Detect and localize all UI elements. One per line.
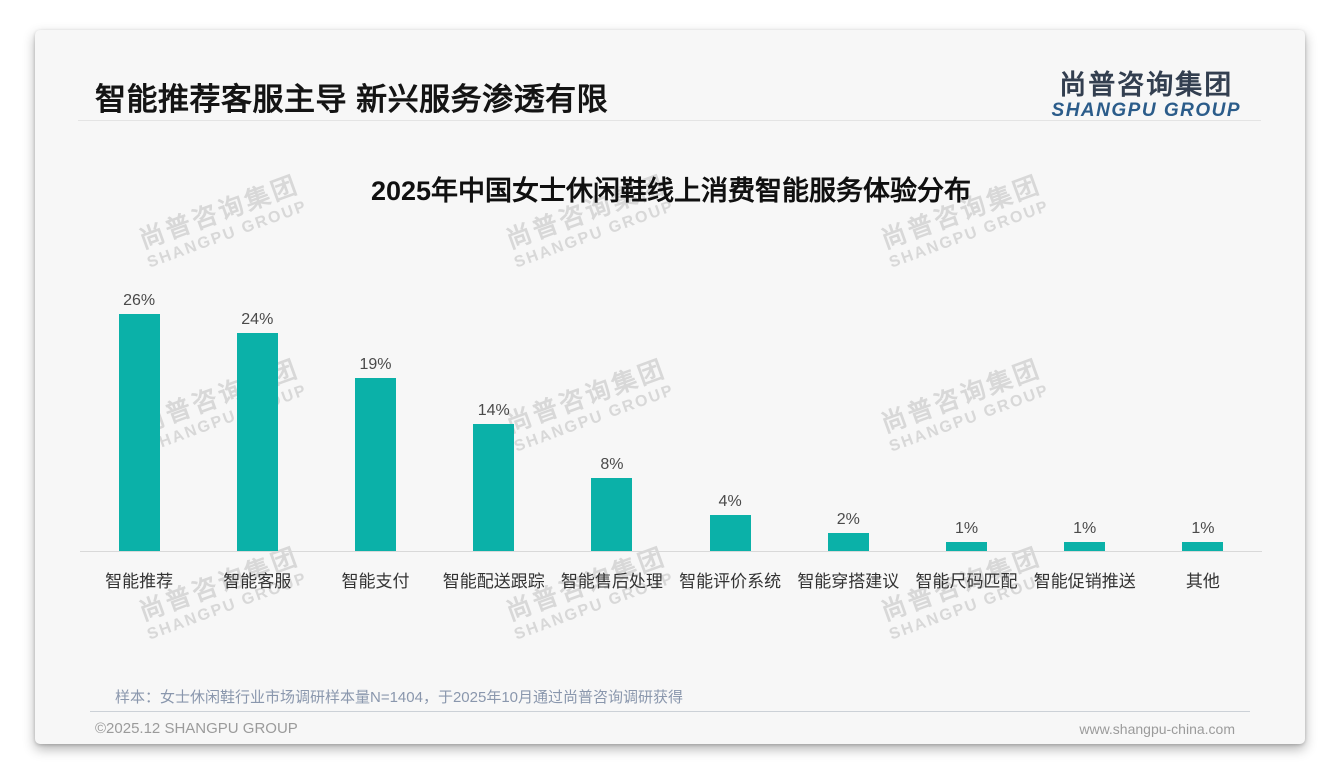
bar-value-label: 1%	[1073, 519, 1097, 537]
bar	[355, 378, 396, 551]
x-axis-label: 智能穿搭建议	[797, 572, 900, 591]
bar-group: 1%	[1144, 520, 1262, 551]
bar-value-label: 24%	[241, 310, 274, 328]
x-axis-label: 智能售后处理	[560, 572, 663, 591]
bar-value-label: 19%	[359, 356, 392, 374]
bar	[236, 332, 278, 551]
x-axis-label: 智能评价系统	[679, 572, 782, 591]
bar	[709, 514, 751, 551]
bar-value-label: 2%	[836, 510, 860, 528]
bar	[118, 314, 160, 551]
copyright-text: ©2025.12 SHANGPU GROUP	[95, 720, 298, 737]
bar-value-label: 14%	[477, 401, 510, 419]
watermark: 尚普咨询集团 SHANGPU GROUP	[502, 542, 677, 644]
page-title: 智能推荐客服主导 新兴服务渗透有限	[95, 82, 609, 117]
x-axis-label: 智能尺码匹配	[915, 572, 1018, 591]
website-url: www.shangpu-china.com	[1079, 721, 1235, 737]
x-axis-label: 智能客服	[223, 572, 292, 591]
bar-value-label: 4%	[718, 492, 742, 510]
bar	[591, 478, 633, 551]
bar-group: 1%	[1026, 520, 1144, 551]
slide-card: 智能推荐客服主导 新兴服务渗透有限 尚普咨询集团 SHANGPU GROUP 2…	[35, 30, 1305, 744]
bar	[473, 423, 515, 551]
x-axis-line	[80, 551, 1262, 552]
bar-group: 4%	[671, 493, 789, 551]
chart-title: 2025年中国女士休闲鞋线上消费智能服务体验分布	[370, 176, 972, 206]
bar-group: 19%	[316, 356, 434, 551]
bar-group: 8%	[553, 456, 671, 551]
sample-note: 样本：女士休闲鞋行业市场调研样本量N=1404，于2025年10月通过尚普咨询调…	[115, 689, 684, 706]
bar-value-label: 8%	[600, 456, 624, 474]
logo-en-text: SHANGPU GROUP	[1051, 100, 1241, 122]
bar	[1182, 541, 1224, 551]
bar-group: 1%	[907, 520, 1025, 551]
x-axis-labels: 智能推荐 智能客服 智能支付 智能配送跟踪 智能售后处理 智能评价系统 智能穿搭建议 智能尺码…	[80, 567, 1262, 592]
x-axis-label: 智能配送跟踪	[442, 572, 545, 591]
watermark: 尚普咨询集团 SHANGPU GROUP	[135, 542, 310, 644]
company-logo: 尚普咨询集团 SHANGPU GROUP	[1052, 70, 1241, 122]
bar-value-label: 1%	[954, 519, 979, 537]
bar-group: 26%	[80, 292, 198, 551]
bar-group: 14%	[435, 402, 553, 551]
header-divider	[78, 120, 1261, 121]
bar	[946, 541, 988, 551]
x-axis-label: 智能支付	[341, 572, 410, 591]
x-axis-label: 智能促销推送	[1033, 572, 1136, 591]
x-axis-label: 智能推荐	[105, 572, 174, 591]
logo-cn-text: 尚普咨询集团	[1059, 70, 1234, 100]
watermark: 尚普咨询集团 SHANGPU GROUP	[877, 542, 1052, 644]
bar-group: 2%	[789, 511, 907, 551]
x-axis-label: 其他	[1185, 572, 1220, 591]
bar	[1064, 541, 1106, 551]
bar-value-label: 26%	[123, 292, 156, 310]
bar-chart: 26% 24% 19% 14% 8% 4% 2% 1% 1% 1%	[80, 283, 1262, 551]
bar-group: 24%	[198, 311, 316, 551]
footer-divider	[90, 711, 1250, 712]
bar	[827, 532, 869, 551]
bar-value-label: 1%	[1191, 519, 1215, 537]
